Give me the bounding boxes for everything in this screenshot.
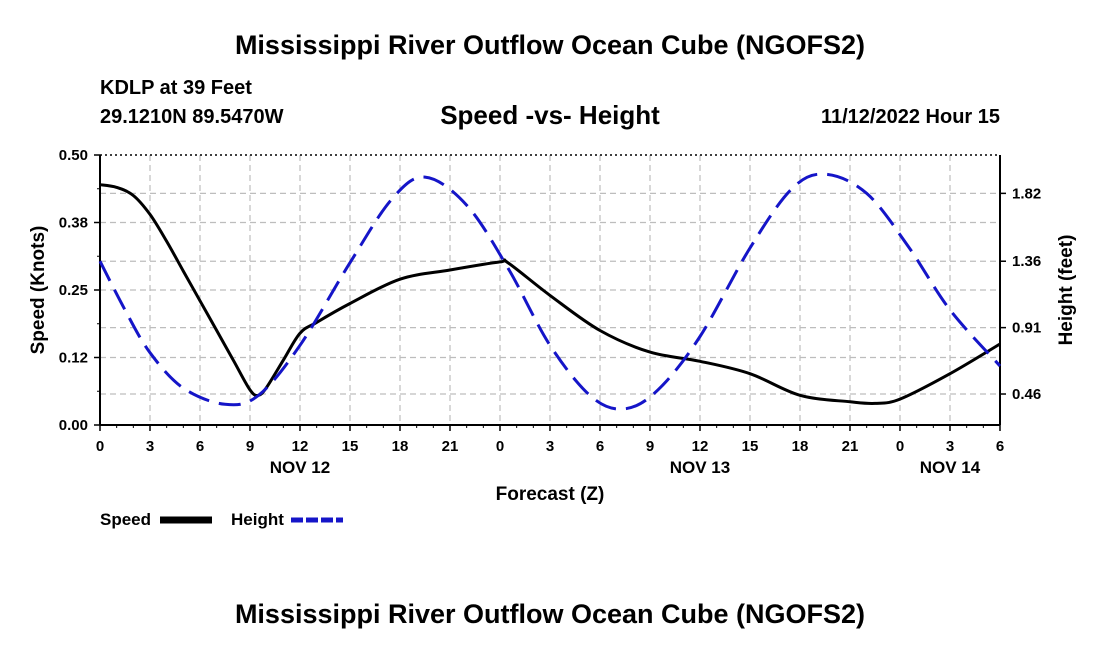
x-tick-label: 15 bbox=[742, 438, 759, 455]
chart-subtitle: Speed -vs- Height bbox=[440, 100, 660, 130]
y-tick-label: 0.00 bbox=[59, 417, 88, 434]
x-tick-label: 3 bbox=[546, 438, 554, 455]
x-tick-label: 15 bbox=[342, 438, 359, 455]
forecast-datetime: 11/12/2022 Hour 15 bbox=[820, 106, 1000, 128]
station-label: KDLP at 39 Feet bbox=[100, 77, 252, 99]
x-tick-label: 12 bbox=[692, 438, 709, 455]
x-tick-label: 18 bbox=[792, 438, 809, 455]
x-tick-label: 0 bbox=[896, 438, 904, 455]
x-tick-label: 9 bbox=[646, 438, 654, 455]
x-tick-label: 6 bbox=[996, 438, 1004, 455]
y-tick-label: 0.12 bbox=[59, 350, 88, 367]
footer-title: Mississippi River Outflow Ocean Cube (NG… bbox=[234, 599, 866, 629]
x-tick-label: 3 bbox=[146, 438, 154, 455]
date-label: NOV 13 bbox=[670, 458, 730, 477]
station-coordinates: 29.1210N 89.5470W bbox=[100, 106, 284, 128]
x-tick-label: 12 bbox=[292, 438, 309, 455]
x-tick-label: 6 bbox=[596, 438, 604, 455]
x-tick-label: 3 bbox=[946, 438, 954, 455]
x-tick-label: 21 bbox=[842, 438, 859, 455]
x-tick-label: 21 bbox=[442, 438, 459, 455]
y-tick-label: 0.25 bbox=[59, 282, 88, 299]
x-axis-title: Forecast (Z) bbox=[496, 484, 605, 505]
date-label: NOV 14 bbox=[920, 458, 981, 477]
y-tick-label: 0.38 bbox=[59, 215, 88, 232]
chart-main-title: Mississippi River Outflow Ocean Cube (NG… bbox=[234, 30, 866, 60]
y2-tick-label: 1.82 bbox=[1012, 185, 1041, 202]
y2-tick-label: 1.36 bbox=[1012, 253, 1041, 270]
y2-axis-title: Height (feet) bbox=[1056, 235, 1077, 346]
x-tick-label: 6 bbox=[196, 438, 204, 455]
y-axis-title: Speed (Knots) bbox=[28, 226, 49, 355]
x-tick-label: 0 bbox=[96, 438, 104, 455]
series-line-height bbox=[98, 172, 1002, 411]
y2-tick-label: 0.91 bbox=[1012, 320, 1041, 337]
x-tick-label: 0 bbox=[496, 438, 504, 455]
x-tick-label: 9 bbox=[246, 438, 254, 455]
legend-speed-label: Speed bbox=[100, 510, 152, 529]
y-tick-label: 0.50 bbox=[59, 147, 88, 164]
legend-height-label: Height bbox=[231, 510, 284, 529]
x-tick-label: 18 bbox=[392, 438, 409, 455]
date-label: NOV 12 bbox=[270, 458, 330, 477]
y2-tick-label: 0.46 bbox=[1012, 386, 1041, 403]
series-line-speed bbox=[99, 183, 1001, 406]
